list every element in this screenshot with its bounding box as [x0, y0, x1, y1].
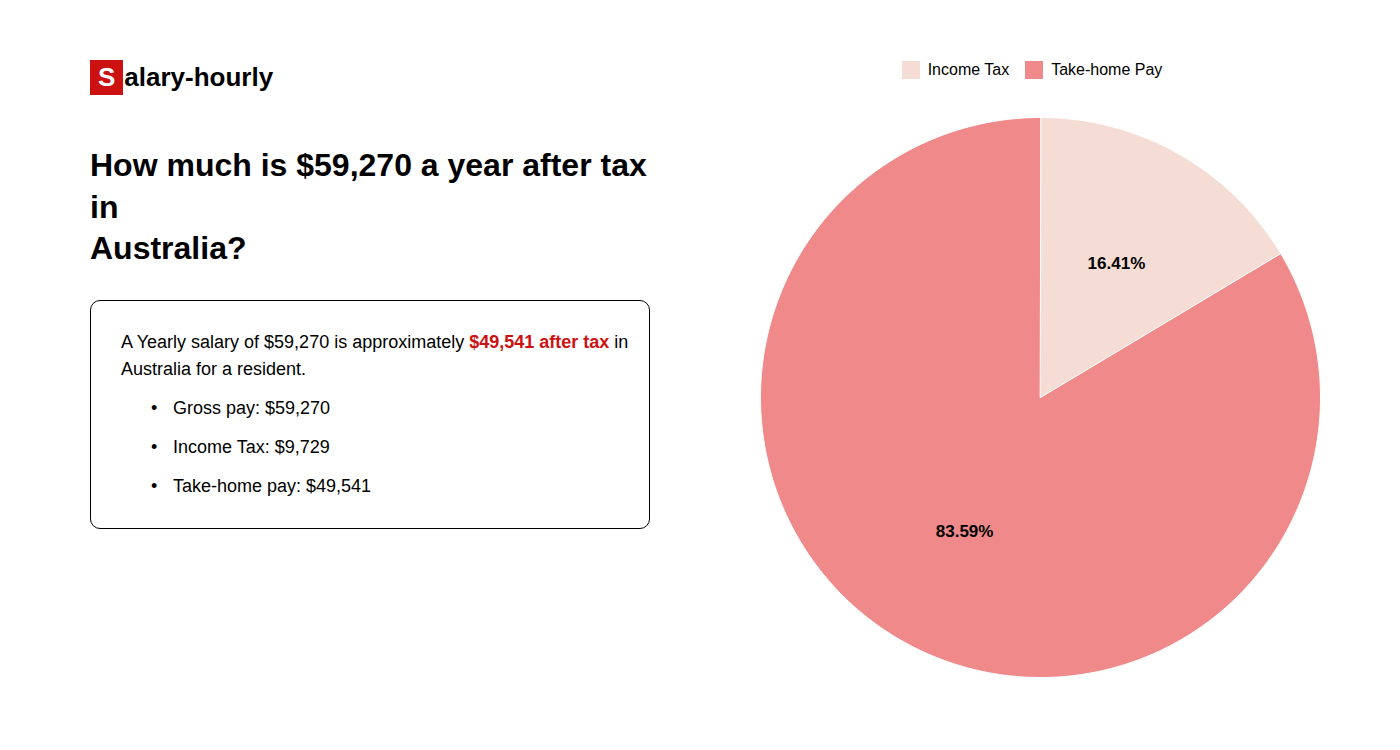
html-text:Income Tax: $9,729: Income Tax: $9,729: [173, 436, 330, 457]
html-text:Take-home Pay: Take-home Pay: [1051, 61, 1163, 78]
html-text:Australia for a resident.: Australia for a resident.: [121, 358, 307, 379]
html-text:Take-home pay: $49,541: Take-home pay: $49,541: [173, 475, 372, 496]
svg-text:83.59%: 83.59%: [936, 521, 994, 540]
html-text:How much is $59,270 a year aft: How much is $59,270 a year after tax in: [90, 147, 647, 225]
html-text:Income Tax: Income Tax: [927, 61, 1010, 78]
html-text:Australia?: Australia?: [90, 230, 247, 267]
svg-text:16.41%: 16.41%: [1088, 253, 1146, 272]
html-text:S alary-hourly: S alary-hourly: [98, 62, 274, 92]
html-text:Gross pay: $59,270: Gross pay: $59,270: [173, 397, 331, 418]
html-text:A Yearly salary of $59,270 is: A Yearly salary of $59,270 is approximat…: [121, 331, 629, 352]
